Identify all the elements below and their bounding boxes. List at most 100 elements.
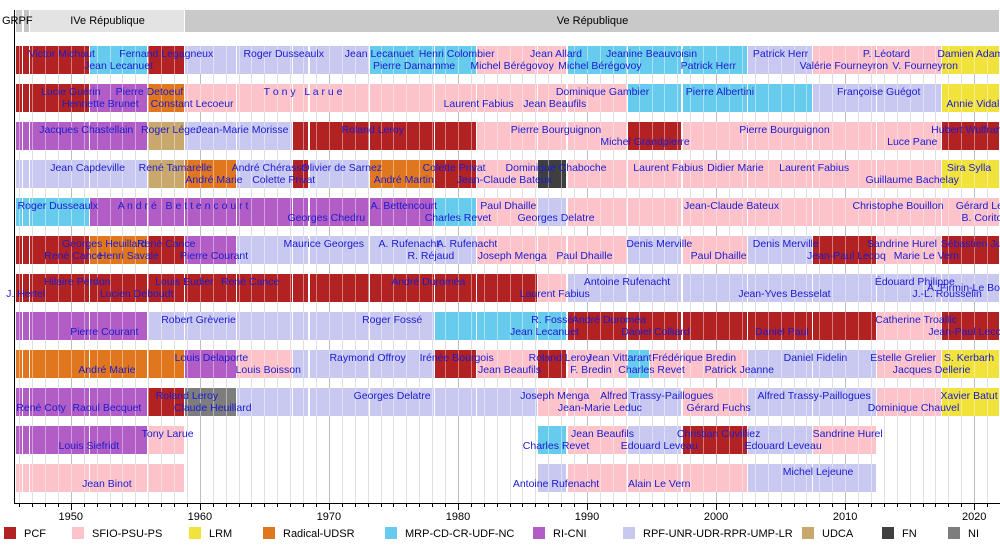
deputy-name-link[interactable]: Edouard Leveau xyxy=(620,440,698,452)
deputy-name-link[interactable]: René Cance xyxy=(137,238,196,250)
deputy-name-link[interactable]: Jean-Claude Bateux xyxy=(456,174,552,186)
deputy-name-link[interactable]: Edouard Leveau xyxy=(744,440,822,452)
deputy-name-link[interactable]: P. Léotard xyxy=(862,48,910,60)
deputy-name-link[interactable]: Luce Pane xyxy=(887,136,938,148)
deputy-name-link[interactable]: Sandrine Hurel xyxy=(866,238,937,250)
deputy-name-link[interactable]: Joseph Menga xyxy=(520,390,590,402)
deputy-name-link[interactable]: Jean-Claude Bateux xyxy=(683,200,780,212)
deputy-name-link[interactable]: Charles Revet xyxy=(522,440,590,452)
deputy-name-link[interactable]: Charles Revet xyxy=(424,212,492,224)
deputy-name-link[interactable]: S. Kerbarh xyxy=(943,352,995,364)
deputy-name-link[interactable]: Claude Heuillard xyxy=(173,402,252,414)
deputy-name-link[interactable]: Jean Beaufils xyxy=(523,98,587,110)
deputy-name-link[interactable]: Laurent Fabius xyxy=(519,288,590,300)
deputy-name-link[interactable]: Patrick Herr xyxy=(680,60,737,72)
deputy-name-link[interactable]: Charles Revet xyxy=(618,364,685,376)
deputy-name-link[interactable]: Michel Grandpierre xyxy=(600,136,690,148)
deputy-name-link[interactable]: Jean Vittarant xyxy=(586,352,652,364)
deputy-name-link[interactable]: Jean Binot xyxy=(82,478,132,490)
deputy-name-link[interactable]: Fernand Legagneux xyxy=(119,48,214,60)
deputy-name-link[interactable]: Lucien Deboudt xyxy=(99,288,174,300)
deputy-name-link[interactable]: Constant Lecoeur xyxy=(150,98,234,110)
deputy-name-link[interactable]: Jean Lecanuet xyxy=(344,48,414,60)
deputy-name-link[interactable]: T o n y L a r u e xyxy=(263,86,343,98)
deputy-name-link[interactable]: Colette Privat xyxy=(422,162,486,174)
deputy-name-link[interactable]: A. Rufenacht xyxy=(378,238,440,250)
deputy-name-link[interactable]: Pierre Damamme xyxy=(372,60,456,72)
deputy-name-link[interactable]: Jean-Paul Lecoq xyxy=(928,326,1000,338)
deputy-name-link[interactable]: A. Bettencourt xyxy=(370,200,438,212)
deputy-name-link[interactable]: Pierre Detoeuf xyxy=(115,86,184,98)
deputy-name-link[interactable]: Roger Dusseaulx xyxy=(17,200,99,212)
deputy-name-link[interactable]: Georges Chedru xyxy=(287,212,366,224)
deputy-name-link[interactable]: Hilaire Perdon xyxy=(43,276,111,288)
deputy-name-link[interactable]: Michel Bérégovoy xyxy=(470,60,554,72)
deputy-name-link[interactable]: Olivier de Sarnez xyxy=(301,162,383,174)
deputy-name-link[interactable]: B. Corito xyxy=(961,212,1000,224)
deputy-name-link[interactable]: Annie Vidal xyxy=(946,98,1000,110)
deputy-name-link[interactable]: J.-L. Rousselin xyxy=(912,288,982,300)
deputy-name-link[interactable]: René Cance xyxy=(220,276,280,288)
deputy-name-link[interactable]: Xavier Batut xyxy=(940,390,998,402)
deputy-name-link[interactable]: Laurent Fabius xyxy=(443,98,514,110)
deputy-name-link[interactable]: Jean-Yves Besselat xyxy=(738,288,831,300)
deputy-name-link[interactable]: Françoise Guégot xyxy=(836,86,921,98)
deputy-name-link[interactable]: Louis Eudier xyxy=(155,276,214,288)
deputy-name-link[interactable]: F. Bredin xyxy=(570,364,612,376)
deputy-name-link[interactable]: Roger Léger xyxy=(140,124,200,136)
deputy-name-link[interactable]: Laurent Fabius xyxy=(633,162,704,174)
deputy-name-link[interactable]: Henriette Brunet xyxy=(62,98,139,110)
deputy-name-link[interactable]: Jeanine Beauvoisin xyxy=(605,48,698,60)
deputy-name-link[interactable]: Colette Privat xyxy=(252,174,316,186)
deputy-name-link[interactable]: R. Réjaud xyxy=(407,250,455,262)
deputy-name-link[interactable]: Paul Dhaille xyxy=(690,250,747,262)
deputy-name-link[interactable]: Hubert Wulfranc xyxy=(931,124,1000,136)
deputy-name-link[interactable]: A. Firmin-Le Bod xyxy=(927,282,1000,294)
deputy-name-link[interactable]: Marie Le Vern xyxy=(893,250,960,262)
deputy-name-link[interactable]: Michel Lejeune xyxy=(782,466,854,478)
deputy-name-link[interactable]: Denis Merville xyxy=(626,238,693,250)
deputy-name-link[interactable]: Didier Marie xyxy=(707,162,764,174)
deputy-name-link[interactable]: Irénée Bourgois xyxy=(419,352,494,364)
deputy-name-link[interactable]: Joseph Menga xyxy=(477,250,547,262)
deputy-name-link[interactable]: Maurice Georges xyxy=(283,238,365,250)
deputy-name-link[interactable]: Roland Leroy xyxy=(155,390,219,402)
deputy-name-link[interactable]: Valérie Fourneyron xyxy=(799,60,889,72)
deputy-name-link[interactable]: Denis Merville xyxy=(752,238,819,250)
deputy-name-link[interactable]: Pierre Courant xyxy=(70,326,139,338)
deputy-name-link[interactable]: Dominique Chaboche xyxy=(505,162,607,174)
deputy-name-link[interactable]: André Duroméa xyxy=(571,314,647,326)
deputy-name-link[interactable]: Henri Savale xyxy=(98,250,159,262)
deputy-name-link[interactable]: Jean Capdeville xyxy=(50,162,125,174)
deputy-name-link[interactable]: Daniel Paul xyxy=(755,326,809,338)
deputy-name-link[interactable]: Alain Le Vern xyxy=(628,478,691,490)
deputy-name-link[interactable]: Louis Delaporte xyxy=(174,352,249,364)
deputy-name-link[interactable]: Gérard Fuchs xyxy=(686,402,751,414)
deputy-name-link[interactable]: Laurent Fabius xyxy=(779,162,850,174)
deputy-name-link[interactable]: Antoine Rufenacht xyxy=(583,276,671,288)
deputy-name-link[interactable]: Patrick Herr xyxy=(752,48,809,60)
deputy-name-link[interactable]: Frédérique Bredin xyxy=(652,352,737,364)
deputy-name-link[interactable]: André Duroméa xyxy=(391,276,466,288)
deputy-name-link[interactable]: Jean Allard xyxy=(530,48,583,60)
deputy-name-link[interactable]: Pierre Bourguignon xyxy=(510,124,602,136)
deputy-name-link[interactable]: Robert Grèverie xyxy=(161,314,236,326)
deputy-name-link[interactable]: Damien Adam xyxy=(937,48,1000,60)
deputy-name-link[interactable]: Antoine Rufenacht xyxy=(512,478,600,490)
deputy-name-link[interactable]: Georges Delatre xyxy=(517,212,595,224)
deputy-name-link[interactable]: Guillaume Bachelay xyxy=(865,174,959,186)
deputy-name-link[interactable]: René Coty xyxy=(16,402,66,414)
deputy-name-link[interactable]: Jean-Paul Lecoq xyxy=(807,250,886,262)
deputy-name-link[interactable]: André Chérasse xyxy=(231,162,308,174)
deputy-name-link[interactable]: Jean Lecanuet xyxy=(509,326,579,338)
deputy-name-link[interactable]: André Marie xyxy=(185,174,243,186)
deputy-name-link[interactable]: Raoul Becquet xyxy=(72,402,142,414)
deputy-name-link[interactable]: Roland Leroy xyxy=(341,124,404,136)
deputy-name-link[interactable]: René Cance xyxy=(44,250,103,262)
deputy-name-link[interactable]: Estelle Grelier xyxy=(870,352,937,364)
deputy-name-link[interactable]: Henri Colombier xyxy=(418,48,495,60)
deputy-name-link[interactable]: J. Hertel xyxy=(6,288,46,300)
deputy-name-link[interactable]: Michel Bérégovoy xyxy=(558,60,642,72)
deputy-name-link[interactable]: Roger Fossé xyxy=(362,314,423,326)
deputy-name-link[interactable]: Tony Larue xyxy=(141,428,194,440)
